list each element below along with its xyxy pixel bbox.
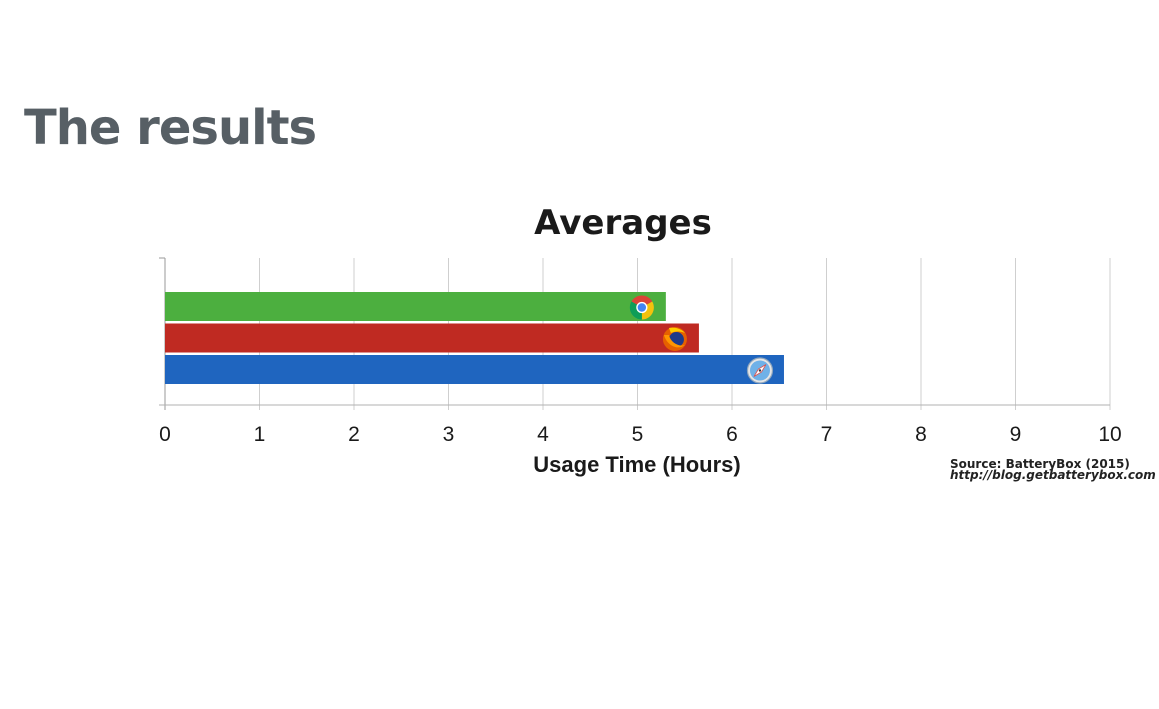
x-tick-label: 7 <box>821 423 833 446</box>
bar-icons <box>629 295 774 384</box>
source-citation: Source: BatteryBox (2015) <box>950 457 1130 471</box>
safari-icon <box>746 357 774 384</box>
x-tick-label: 10 <box>1098 423 1121 446</box>
x-tick-label: 2 <box>348 423 360 446</box>
chart-title: Averages <box>534 203 712 243</box>
x-tick-label: 9 <box>1010 423 1022 446</box>
chrome-icon <box>629 295 654 320</box>
x-tick-label: 4 <box>537 423 549 446</box>
x-tick-label: 1 <box>254 423 266 446</box>
bars <box>165 292 784 384</box>
firefox-icon <box>662 327 687 351</box>
x-tick-label: 0 <box>159 423 171 446</box>
bar-chrome <box>165 292 666 321</box>
bar-firefox <box>165 323 699 353</box>
source-url: http://blog.getbatterybox.com <box>950 468 1156 482</box>
bar-safari <box>165 355 784 384</box>
gridlines <box>159 257 1111 410</box>
x-tick-label: 8 <box>915 423 927 446</box>
x-tick-label: 5 <box>632 423 644 446</box>
x-axis-title: Usage Time (Hours) <box>533 452 740 477</box>
x-tick-labels: 0 1 2 3 4 5 6 7 8 9 10 <box>159 423 1122 446</box>
x-tick-label: 6 <box>726 423 738 446</box>
x-tick-label: 3 <box>443 423 455 446</box>
page-title: The results <box>24 100 317 156</box>
